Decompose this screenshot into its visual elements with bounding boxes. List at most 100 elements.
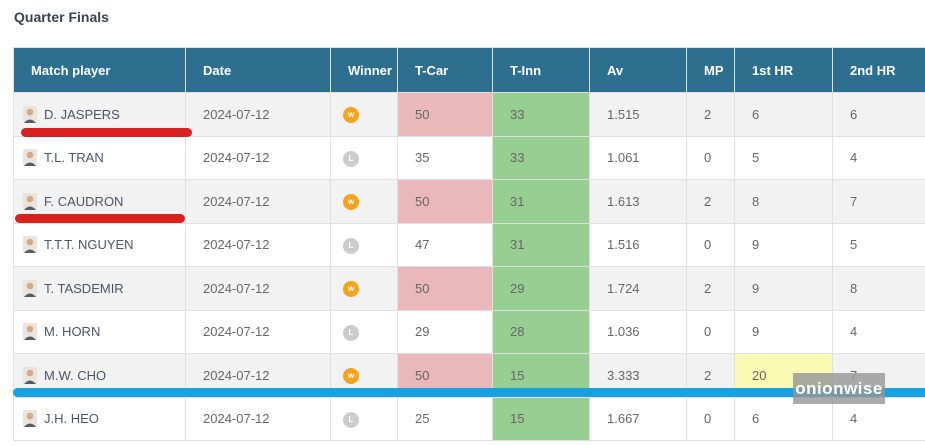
- red-underline-annotation-caudron: [15, 214, 185, 223]
- column-header-av: Av: [589, 47, 687, 93]
- t-car-cell: 25: [397, 396, 493, 441]
- mp-cell: 0: [686, 222, 735, 267]
- second-hr-cell: 8: [832, 266, 925, 311]
- table-row: T.L. TRAN 2024-07-12 L 35 33 1.061 0 5 4: [13, 135, 925, 180]
- av-cell: 1.613: [589, 179, 687, 224]
- results-table: Match player Date Winner T-Car T-Inn Av MP 1st …: [13, 47, 925, 441]
- column-header-mp: MP: [686, 47, 735, 93]
- player-avatar-icon: [23, 323, 37, 341]
- second-hr-cell: 4: [832, 309, 925, 354]
- t-inn-cell: 15: [492, 396, 590, 441]
- av-cell: 1.724: [589, 266, 687, 311]
- date-cell: 2024-07-12: [185, 179, 331, 224]
- first-hr-cell: 5: [734, 135, 833, 180]
- player-name: F. CAUDRON: [44, 193, 124, 209]
- second-hr-cell: 4: [832, 135, 925, 180]
- av-cell: 1.515: [589, 92, 687, 137]
- winner-cell-wrap: w: [330, 92, 398, 137]
- winner-badge: w: [343, 107, 359, 124]
- results-table-body: D. JASPERS 2024-07-12 w 50 33 1.515 2 6 …: [13, 92, 925, 441]
- player-avatar-icon: [23, 149, 37, 167]
- t-inn-cell: 31: [492, 179, 590, 224]
- player-name: T. TASDEMIR: [44, 280, 124, 296]
- player-avatar-icon: [23, 236, 37, 254]
- player-name: J.H. HEO: [44, 411, 99, 427]
- column-header-1st-hr: 1st HR: [734, 47, 833, 93]
- t-car-cell: 50: [397, 266, 493, 311]
- player-name: D. JASPERS: [44, 106, 120, 122]
- column-header-date: Date: [185, 47, 331, 93]
- column-header-2nd-hr: 2nd HR: [832, 47, 925, 93]
- t-inn-cell: 31: [492, 222, 590, 267]
- winner-badge: w: [343, 194, 359, 211]
- player-cell: T.L. TRAN: [13, 135, 186, 180]
- second-hr-cell: 4: [832, 396, 925, 441]
- winner-badge: L: [343, 411, 359, 428]
- t-car-cell: 50: [397, 92, 493, 137]
- column-header-match-player: Match player: [13, 47, 186, 93]
- t-car-cell: 47: [397, 222, 493, 267]
- table-row: J.H. HEO 2024-07-12 L 25 15 1.667 0 6 4: [13, 396, 925, 441]
- player-avatar-icon: [23, 192, 37, 210]
- av-cell: 1.061: [589, 135, 687, 180]
- date-cell: 2024-07-12: [185, 92, 331, 137]
- winner-cell-wrap: L: [330, 135, 398, 180]
- t-car-cell: 50: [397, 179, 493, 224]
- mp-cell: 2: [686, 179, 735, 224]
- first-hr-cell: 6: [734, 92, 833, 137]
- first-hr-cell: 9: [734, 309, 833, 354]
- mp-cell: 0: [686, 309, 735, 354]
- header-row: Match player Date Winner T-Car T-Inn Av MP 1st …: [13, 47, 925, 93]
- first-hr-cell: 6: [734, 396, 833, 441]
- mp-cell: 0: [686, 135, 735, 180]
- winner-cell-wrap: L: [330, 222, 398, 267]
- second-hr-cell: 7: [832, 179, 925, 224]
- date-cell: 2024-07-12: [185, 135, 331, 180]
- column-header-t-inn: T-Inn: [492, 47, 590, 93]
- player-avatar-icon: [23, 366, 37, 384]
- winner-cell-wrap: L: [330, 396, 398, 441]
- second-hr-cell: 5: [832, 222, 925, 267]
- winner-cell-wrap: L: [330, 309, 398, 354]
- red-underline-annotation-jaspers: [21, 128, 192, 137]
- watermark: onionwise: [793, 373, 885, 404]
- player-name: T.L. TRAN: [44, 150, 104, 166]
- table-row: T.T.T. NGUYEN 2024-07-12 L 47 31 1.516 0…: [13, 222, 925, 267]
- t-car-cell: 29: [397, 309, 493, 354]
- winner-badge: L: [343, 237, 359, 254]
- player-cell: J.H. HEO: [13, 396, 186, 441]
- player-avatar-icon: [23, 105, 37, 123]
- first-hr-cell: 9: [734, 222, 833, 267]
- t-inn-cell: 33: [492, 92, 590, 137]
- column-header-winner: Winner: [330, 47, 398, 93]
- page-title: Quarter Finals: [14, 9, 109, 25]
- t-inn-cell: 29: [492, 266, 590, 311]
- date-cell: 2024-07-12: [185, 266, 331, 311]
- player-name: M.W. CHO: [44, 367, 107, 383]
- t-car-cell: 35: [397, 135, 493, 180]
- first-hr-cell: 8: [734, 179, 833, 224]
- table-row: T. TASDEMIR 2024-07-12 w 50 29 1.724 2 9…: [13, 266, 925, 311]
- player-name: M. HORN: [44, 324, 101, 340]
- player-cell: M. HORN: [13, 309, 186, 354]
- player-name: T.T.T. NGUYEN: [44, 237, 134, 253]
- winner-badge: L: [343, 150, 359, 167]
- date-cell: 2024-07-12: [185, 222, 331, 267]
- winner-badge: L: [343, 324, 359, 341]
- mp-cell: 2: [686, 266, 735, 311]
- winner-cell-wrap: w: [330, 179, 398, 224]
- winner-badge: w: [343, 281, 359, 298]
- av-cell: 1.036: [589, 309, 687, 354]
- t-inn-cell: 28: [492, 309, 590, 354]
- first-hr-cell: 9: [734, 266, 833, 311]
- av-cell: 1.516: [589, 222, 687, 267]
- mp-cell: 2: [686, 92, 735, 137]
- date-cell: 2024-07-12: [185, 309, 331, 354]
- player-cell: T.T.T. NGUYEN: [13, 222, 186, 267]
- av-cell: 1.667: [589, 396, 687, 441]
- table-row: M. HORN 2024-07-12 L 29 28 1.036 0 9 4: [13, 309, 925, 354]
- player-avatar-icon: [23, 279, 37, 297]
- winner-cell-wrap: w: [330, 266, 398, 311]
- mp-cell: 0: [686, 396, 735, 441]
